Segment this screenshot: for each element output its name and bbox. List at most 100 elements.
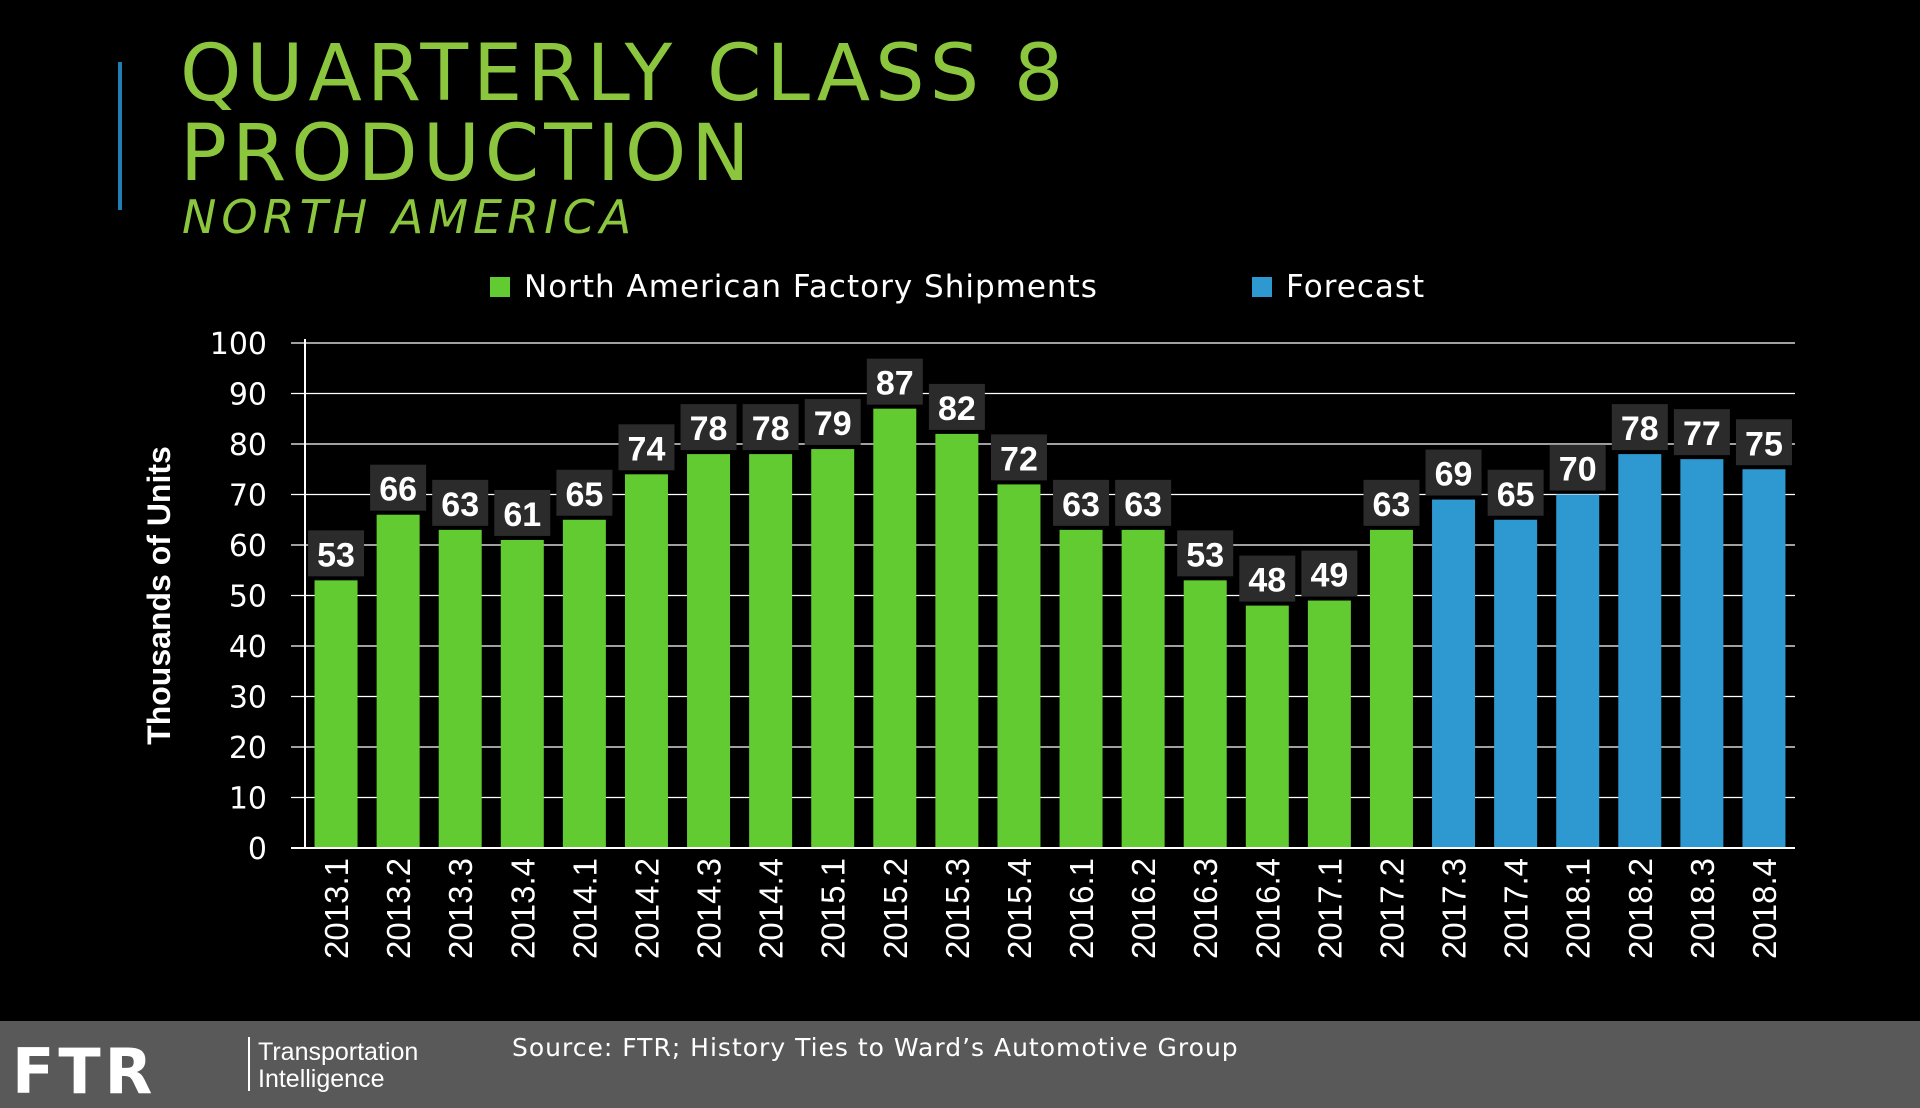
data-label-box — [990, 434, 1047, 481]
bar-2017.4 — [1494, 519, 1538, 848]
data-label-layer: 53 66 63 61 65 74 78 78 79 87 82 72 63 63 53 48 49 63 69 65… — [308, 358, 1792, 602]
y-tick-label: 70 — [229, 479, 267, 514]
bar-layer — [314, 408, 1786, 848]
tagline-line-1: Transportation — [258, 1038, 419, 1066]
bar-2014.3 — [687, 454, 731, 848]
bar-2018.3 — [1680, 459, 1724, 848]
legend-swatch — [490, 277, 510, 297]
data-label: 78 — [1621, 410, 1659, 448]
x-tick-label: 2014.1 — [566, 858, 603, 959]
data-label-box — [1425, 449, 1482, 496]
bar-2015.3 — [935, 433, 979, 848]
page-title: QUARTERLY CLASS 8 PRODUCTION — [180, 34, 1069, 194]
legend-swatch — [1252, 277, 1272, 297]
y-tick-label: 50 — [229, 580, 267, 615]
x-tick-label: 2018.2 — [1622, 858, 1659, 959]
x-tick-label: 2018.3 — [1684, 858, 1721, 959]
data-label: 75 — [1745, 425, 1783, 463]
bar-2014.4 — [749, 454, 793, 848]
data-label-box — [1053, 479, 1110, 526]
y-tick-label: 40 — [229, 630, 267, 665]
data-label-box — [742, 404, 799, 451]
data-label: 82 — [938, 390, 976, 428]
bar-2016.3 — [1183, 580, 1227, 848]
title-line-2: PRODUCTION — [180, 109, 755, 199]
bar-2017.1 — [1307, 600, 1351, 848]
x-tick-label: 2016.2 — [1125, 858, 1162, 959]
data-label: 63 — [1062, 486, 1100, 524]
data-label-box — [1301, 550, 1358, 597]
title-accent-line — [118, 62, 122, 210]
data-label: 87 — [876, 365, 914, 403]
data-label-box — [618, 424, 675, 471]
x-tick-label: 2013.4 — [504, 858, 541, 959]
data-label-box — [804, 399, 861, 446]
data-label-box — [1115, 479, 1172, 526]
data-label: 78 — [690, 410, 728, 448]
x-tick-label: 2017.4 — [1498, 858, 1535, 959]
data-label-box — [866, 358, 923, 405]
data-label-box — [1735, 419, 1792, 466]
x-tick-label: 2015.4 — [1001, 858, 1038, 959]
data-label: 72 — [1000, 440, 1038, 478]
data-label: 77 — [1683, 415, 1721, 453]
bar-2015.1 — [811, 449, 855, 848]
x-tick-label: 2016.4 — [1249, 858, 1286, 959]
bar-2015.2 — [873, 408, 917, 848]
axis-layer: 0 10 20 30 40 50 60 70 80 90 100 Thousands of Units… — [141, 327, 1795, 959]
data-label: 79 — [814, 405, 852, 443]
data-label-box — [1239, 555, 1296, 602]
data-label-box — [1363, 479, 1420, 526]
x-tick-label: 2017.2 — [1373, 858, 1410, 959]
bar-2014.2 — [624, 474, 668, 848]
data-label-box — [370, 464, 427, 511]
x-tick-label: 2018.4 — [1746, 858, 1783, 959]
source-note: Source: FTR; History Ties to Ward’s Auto… — [512, 1033, 1239, 1062]
data-label: 48 — [1248, 562, 1286, 600]
bar-2015.4 — [997, 484, 1041, 848]
bar-2017.2 — [1369, 529, 1413, 848]
data-label-box — [928, 383, 985, 430]
x-tick-label: 2014.2 — [628, 858, 665, 959]
y-tick-label: 90 — [229, 378, 267, 413]
data-label: 78 — [752, 410, 790, 448]
ftr-logo: FTR — [12, 1035, 157, 1108]
x-tick-label: 2014.4 — [753, 858, 790, 959]
bar-2016.2 — [1121, 529, 1165, 848]
x-tick-label: 2016.3 — [1187, 858, 1224, 959]
data-label-box — [1611, 404, 1668, 451]
x-tick-label: 2013.2 — [380, 858, 417, 959]
legend-label: North American Factory Shipments — [524, 269, 1098, 305]
bar-2017.3 — [1432, 499, 1476, 848]
data-label-box — [680, 404, 737, 451]
data-label: 53 — [317, 536, 355, 574]
page-subtitle: NORTH AMERICA — [182, 190, 637, 244]
y-tick-label: 80 — [229, 428, 267, 463]
bar-2018.1 — [1556, 494, 1600, 848]
data-label: 61 — [503, 496, 541, 534]
bar-2013.1 — [314, 580, 358, 848]
data-label: 49 — [1310, 557, 1348, 595]
bar-2016.4 — [1245, 605, 1289, 848]
logo-separator — [248, 1037, 250, 1091]
x-tick-label: 2018.1 — [1560, 858, 1597, 959]
bar-2013.2 — [376, 514, 420, 848]
data-label-box — [1549, 444, 1606, 491]
title-line-1: QUARTERLY CLASS 8 — [180, 29, 1069, 119]
data-label: 63 — [1373, 486, 1411, 524]
legend: North American Factory Shipments Forecast — [490, 269, 1424, 305]
bar-2018.4 — [1742, 469, 1786, 848]
bar-chart: 53 66 63 61 65 74 78 78 79 87 82 72 63 63 53 48 49 63 69 65… — [141, 269, 1795, 959]
tagline-line-2: Intelligence — [258, 1065, 385, 1093]
x-tick-label: 2015.3 — [939, 858, 976, 959]
data-label-box — [1487, 469, 1544, 516]
x-tick-label: 2015.1 — [815, 858, 852, 959]
data-label-box — [494, 489, 551, 536]
data-label: 63 — [441, 486, 479, 524]
y-tick-label: 60 — [229, 529, 267, 564]
data-label: 65 — [1497, 476, 1535, 514]
data-label: 74 — [628, 430, 666, 468]
y-tick-label: 10 — [229, 782, 267, 817]
footer-bar: FTR Transportation Intelligence Source: … — [0, 1021, 1920, 1108]
y-tick-label: 0 — [248, 832, 267, 867]
